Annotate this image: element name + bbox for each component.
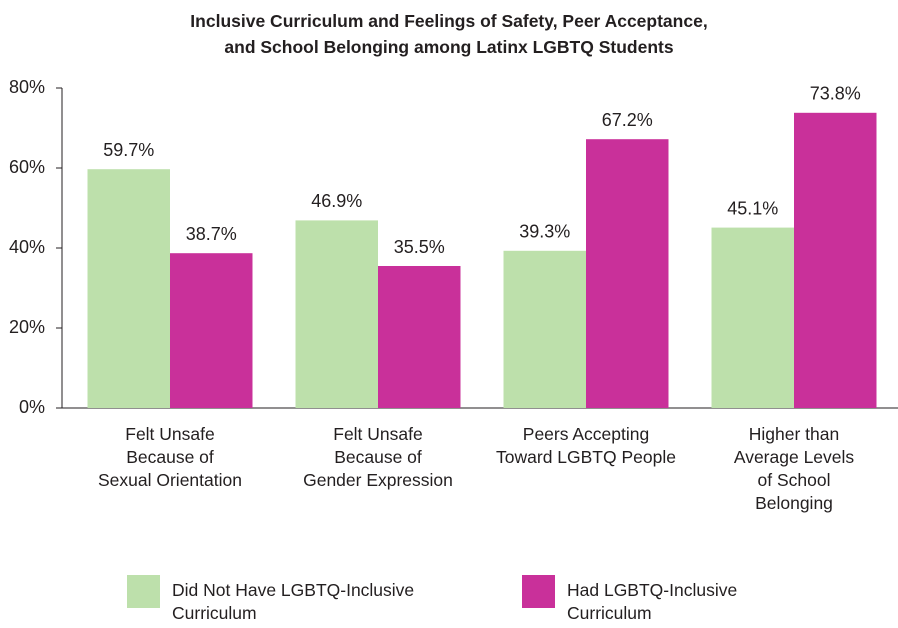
bar [378,266,461,408]
bar [87,169,170,408]
legend-swatch [522,575,555,608]
value-label: 67.2% [602,110,653,130]
x-tick-label: Felt Unsafe Because of Sexual Orientatio… [98,424,242,490]
y-tick-label: 60% [9,157,45,177]
bar [586,139,669,408]
bar [295,220,378,408]
bar [503,250,586,408]
bar [711,227,794,408]
value-label: 46.9% [311,191,362,211]
value-label: 59.7% [103,140,154,160]
legend-label: Had LGBTQ-Inclusive Curriculum [567,580,738,623]
value-label: 73.8% [810,84,861,104]
value-label: 39.3% [519,222,570,242]
legend-label: Did Not Have LGBTQ-Inclusive Curriculum [172,580,415,623]
x-tick-label: Peers Accepting Toward LGBTQ People [496,424,676,467]
value-label: 35.5% [394,237,445,257]
y-tick-label: 20% [9,317,45,337]
value-label: 38.7% [186,224,237,244]
y-tick-label: 40% [9,237,45,257]
bar [794,112,877,409]
chart-title: Inclusive Curriculum and Feelings of Saf… [190,11,708,57]
legend-swatch [127,575,160,608]
x-tick-label: Felt Unsafe Because of Gender Expression [303,424,453,490]
bar [170,253,253,408]
value-label: 45.1% [727,198,778,218]
y-tick-label: 0% [19,397,45,417]
x-tick-label: Higher than Average Levels of School Bel… [733,424,855,513]
y-tick-label: 80% [9,77,45,97]
